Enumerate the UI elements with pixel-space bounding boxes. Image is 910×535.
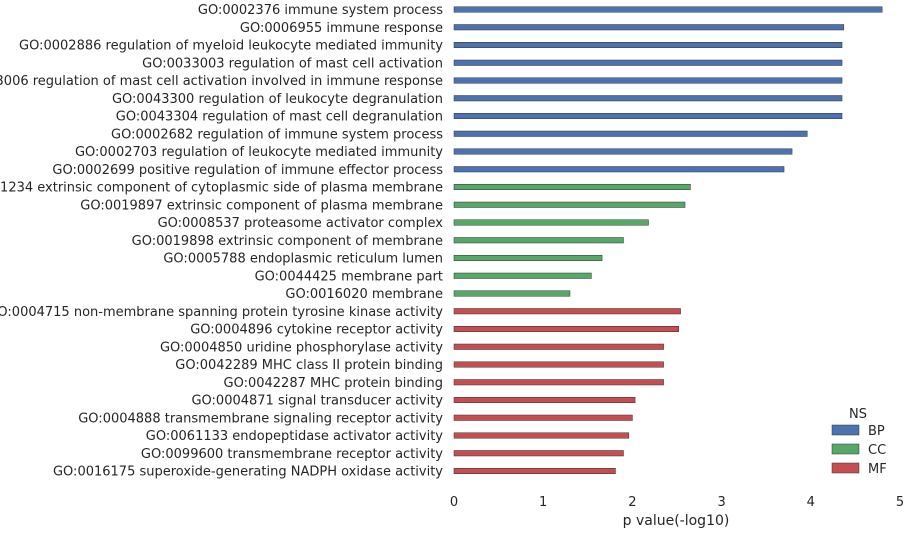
bar-23	[453, 397, 636, 403]
x-axis-ticks: 0 1 2 3 4 5	[450, 495, 904, 510]
bar-13	[453, 219, 649, 226]
category-label-20: GO:0004850 uridine phosphorylase activit…	[160, 340, 443, 355]
bar-18	[453, 308, 681, 315]
category-label-6: GO:0043300 regulation of leukocyte degra…	[112, 92, 443, 107]
legend-entries: BP CC MF	[831, 424, 887, 477]
bar-27	[453, 468, 616, 474]
category-label-5: GO:0033006 regulation of mast cell activ…	[0, 74, 443, 89]
category-label-3: GO:0002886 regulation of myeloid leukocy…	[19, 39, 443, 54]
bar-20	[453, 343, 664, 350]
category-label-2: GO:0006955 immune response	[240, 21, 443, 36]
bar-4	[453, 59, 843, 66]
legend-swatch-cc	[831, 443, 860, 455]
category-label-26: GO:0099600 transmembrane receptor activi…	[141, 447, 443, 462]
bar-9	[453, 148, 793, 155]
category-label-10: GO:0002699 positive regulation of immune…	[52, 163, 443, 178]
bar-5	[453, 77, 843, 84]
x-tick-1: 1	[539, 495, 547, 510]
bar-10	[453, 166, 785, 173]
category-label-9: GO:0002703 regulation of leukocyte media…	[75, 145, 443, 160]
bar-12	[453, 201, 686, 208]
category-label-21: GO:0042289 MHC class II protein binding	[175, 358, 443, 373]
bar-3	[453, 42, 843, 48]
bar-26	[453, 450, 624, 457]
x-tick-4: 4	[807, 495, 815, 510]
bar-17	[453, 290, 571, 297]
category-label-25: GO:0061133 endopeptidase activator activ…	[146, 429, 443, 444]
category-label-14: GO:0019898 extrinsic component of membra…	[132, 234, 443, 249]
bar-25	[453, 432, 630, 439]
legend-label-mf: MF	[868, 462, 887, 477]
category-label-19: GO:0004896 cytokine receptor activity	[190, 323, 443, 338]
bar-16	[453, 272, 592, 279]
legend-title: NS	[849, 407, 867, 422]
category-label-1: GO:0002376 immune system process	[198, 3, 443, 18]
category-label-24: GO:0004888 transmembrane signaling recep…	[78, 411, 443, 426]
category-label-17: GO:0016020 membrane	[285, 287, 443, 302]
category-label-8: GO:0002682 regulation of immune system p…	[111, 127, 443, 142]
bar-2	[453, 24, 845, 31]
category-label-16: GO:0044425 membrane part	[255, 269, 443, 284]
bar-6	[453, 95, 843, 102]
legend-swatch-mf	[831, 462, 860, 474]
category-labels: GO:0002376 immune system process GO:00069…	[0, 3, 443, 480]
x-tick-2: 2	[628, 495, 636, 510]
x-axis-label: p value(-log10)	[623, 513, 730, 529]
category-label-27: GO:0016175 superoxide-generating NADPH o…	[53, 465, 443, 480]
x-tick-3: 3	[717, 495, 725, 510]
bar-21	[453, 361, 664, 368]
category-label-18: GO:0004715 non-membrane spanning protein…	[0, 305, 443, 320]
legend: NS BP CC MF	[831, 407, 887, 477]
category-label-11: GO:0031234 extrinsic component of cytopl…	[0, 181, 443, 196]
bar-8	[453, 130, 808, 137]
legend-label-cc: CC	[868, 443, 886, 458]
bar-11	[453, 184, 691, 190]
category-label-23: GO:0004871 signal transducer activity	[191, 394, 443, 409]
bar-19	[453, 326, 680, 332]
category-label-22: GO:0042287 MHC protein binding	[224, 376, 444, 391]
legend-swatch-bp	[831, 424, 860, 436]
bar-24	[453, 414, 633, 421]
category-label-12: GO:0019897 extrinsic component of plasma…	[80, 198, 443, 213]
bar-22	[453, 379, 664, 386]
category-label-7: GO:0043304 regulation of mast cell degra…	[116, 110, 443, 125]
category-label-13: GO:0008537 proteasome activator complex	[158, 216, 444, 231]
category-label-15: GO:0005788 endoplasmic reticulum lumen	[163, 252, 443, 267]
bar-1	[453, 6, 883, 13]
bar-7	[453, 113, 843, 119]
category-label-4: GO:0033003 regulation of mast cell activ…	[142, 56, 443, 71]
x-tick-0: 0	[450, 495, 458, 510]
x-tick-5: 5	[896, 495, 904, 510]
legend-label-bp: BP	[868, 424, 885, 439]
bar-15	[453, 255, 603, 261]
bars-layer	[453, 6, 883, 474]
bar-14	[453, 237, 624, 244]
